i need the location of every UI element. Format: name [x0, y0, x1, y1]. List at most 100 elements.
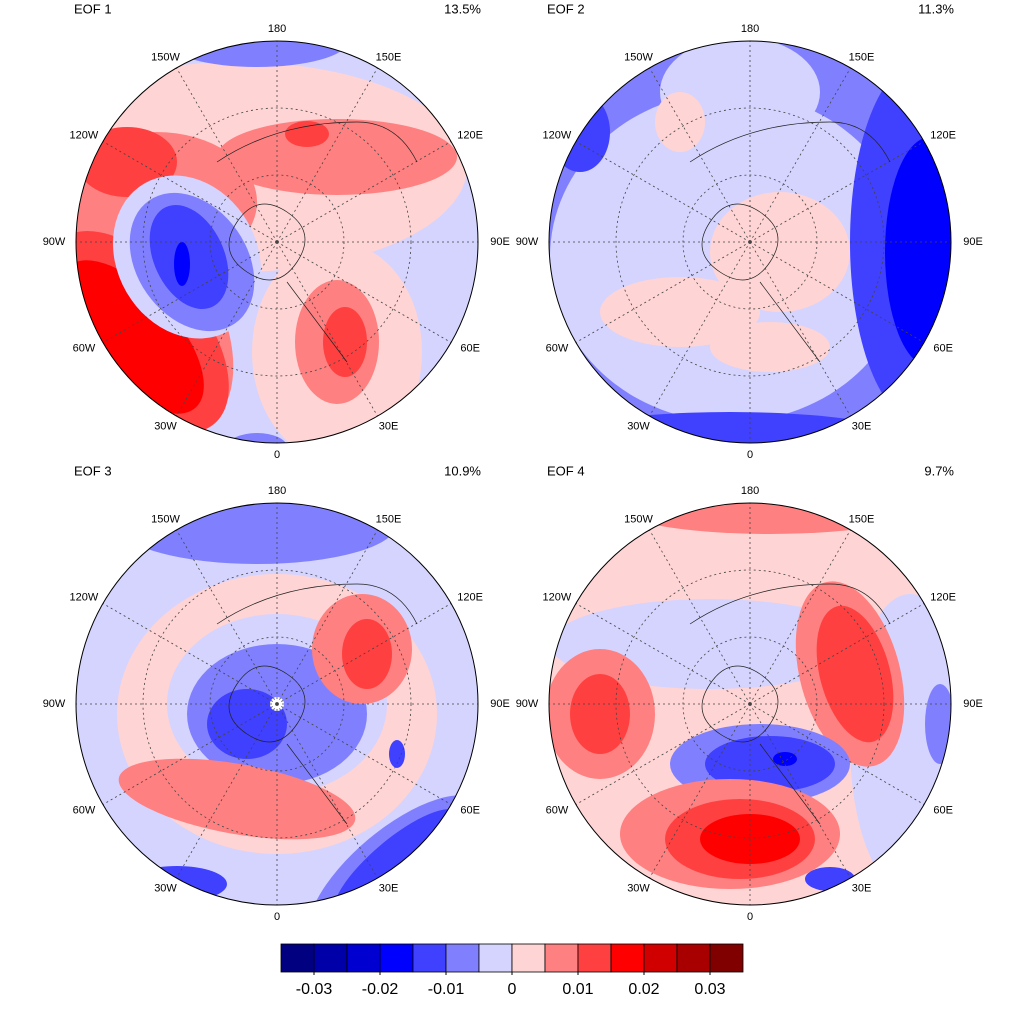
longitude-label: 120W	[70, 591, 99, 603]
colorbar-box	[280, 943, 315, 973]
longitude-label: 90E	[490, 698, 510, 710]
panel-title: EOF 4	[547, 463, 585, 478]
longitude-label: 120E	[457, 591, 483, 603]
colorbar-label: -0.03	[296, 981, 333, 998]
map-panel: 0 30E 60E 90E 120E 150E 180 150W 120W 90W 60W 30W	[516, 485, 983, 923]
latitude-circle	[615, 107, 885, 377]
meridian	[649, 703, 751, 879]
longitude-label: 60E	[933, 804, 953, 816]
meridian	[749, 241, 851, 417]
longitude-label: 150W	[151, 513, 180, 525]
longitude-label: 60W	[73, 804, 96, 816]
longitude-label: 0	[274, 911, 280, 923]
longitude-label: 30W	[627, 882, 650, 894]
coastline	[216, 583, 418, 825]
longitude-label: 120E	[457, 129, 483, 141]
meridian	[102, 603, 278, 705]
meridian	[749, 67, 851, 243]
meridian	[749, 241, 925, 343]
longitude-label: 30W	[154, 882, 177, 894]
panel-variance: 13.5%	[444, 1, 481, 16]
meridian	[276, 603, 452, 705]
longitude-label: 150W	[624, 513, 653, 525]
coastline	[216, 121, 418, 363]
longitude-label: 90W	[516, 698, 539, 710]
longitude-label: 0	[274, 449, 280, 461]
longitude-label: 120E	[930, 129, 956, 141]
meridian	[575, 603, 751, 705]
longitude-label: 90E	[490, 236, 510, 248]
meridian	[102, 241, 278, 343]
longitude-label: 60W	[546, 804, 569, 816]
colorbar-label: -0.02	[362, 981, 399, 998]
coastline	[689, 583, 891, 825]
map-border	[75, 40, 479, 444]
colorbar-box	[643, 943, 678, 973]
longitude-label: 0	[747, 449, 753, 461]
latitude-circle	[615, 569, 885, 839]
meridian	[176, 67, 278, 243]
longitude-label: 120W	[543, 591, 572, 603]
colorbar-box	[676, 943, 711, 973]
longitude-label: 90W	[43, 236, 66, 248]
longitude-label: 150W	[151, 51, 180, 63]
meridian	[276, 529, 378, 705]
panel-variance: 11.3%	[918, 1, 954, 16]
longitude-label: 90E	[963, 236, 983, 248]
longitude-label: 30E	[379, 882, 399, 894]
panel-title: EOF 3	[74, 463, 112, 478]
latitude-circle	[142, 107, 412, 377]
longitude-label: 180	[268, 23, 286, 35]
map-panel: 0 30E 60E 90E 120E 150E 180 150W 120W 90W 60W 30W	[43, 485, 510, 923]
longitude-label: 60E	[460, 342, 480, 354]
meridian	[749, 603, 925, 705]
colorbar-label: 0.02	[628, 981, 659, 998]
meridian	[276, 241, 378, 417]
longitude-label: 60E	[933, 342, 953, 354]
meridian	[276, 703, 452, 805]
meridian	[749, 703, 925, 805]
longitude-label: 120W	[70, 129, 99, 141]
colorbar-box	[346, 943, 381, 973]
coastline	[689, 121, 891, 363]
meridian	[276, 241, 452, 343]
meridian	[276, 141, 452, 243]
colorbar-box	[544, 943, 579, 973]
longitude-label: 30E	[852, 420, 872, 432]
meridian	[102, 141, 278, 243]
longitude-label: 90W	[43, 698, 66, 710]
meridian	[276, 703, 378, 879]
longitude-label: 0	[747, 911, 753, 923]
meridian	[749, 703, 851, 879]
meridian	[176, 703, 278, 879]
meridian	[276, 67, 378, 243]
longitude-label: 150W	[624, 51, 653, 63]
colorbar-box	[709, 943, 744, 973]
longitude-label: 120E	[930, 591, 956, 603]
panel-variance: 10.9%	[444, 463, 481, 478]
longitude-label: 90E	[963, 698, 983, 710]
map-border	[548, 40, 952, 444]
longitude-label: 30W	[154, 420, 177, 432]
longitude-label: 90W	[516, 236, 539, 248]
map-border	[75, 502, 479, 906]
longitude-label: 150E	[376, 51, 402, 63]
panel-variance: 9.7%	[924, 463, 954, 478]
meridian	[649, 241, 751, 417]
meridian	[176, 529, 278, 705]
longitude-label: 150E	[849, 513, 875, 525]
meridian	[176, 241, 278, 417]
map-border	[548, 502, 952, 906]
longitude-label: 150E	[849, 51, 875, 63]
panel-title: EOF 1	[74, 1, 112, 16]
longitude-label: 180	[741, 485, 759, 497]
meridian	[575, 141, 751, 243]
colorbar-label: 0	[508, 981, 517, 998]
colorbar-box	[313, 943, 348, 973]
colorbar-label: 0.01	[562, 981, 593, 998]
longitude-label: 150E	[376, 513, 402, 525]
meridian	[749, 141, 925, 243]
meridian	[575, 703, 751, 805]
colorbar-box	[478, 943, 513, 973]
